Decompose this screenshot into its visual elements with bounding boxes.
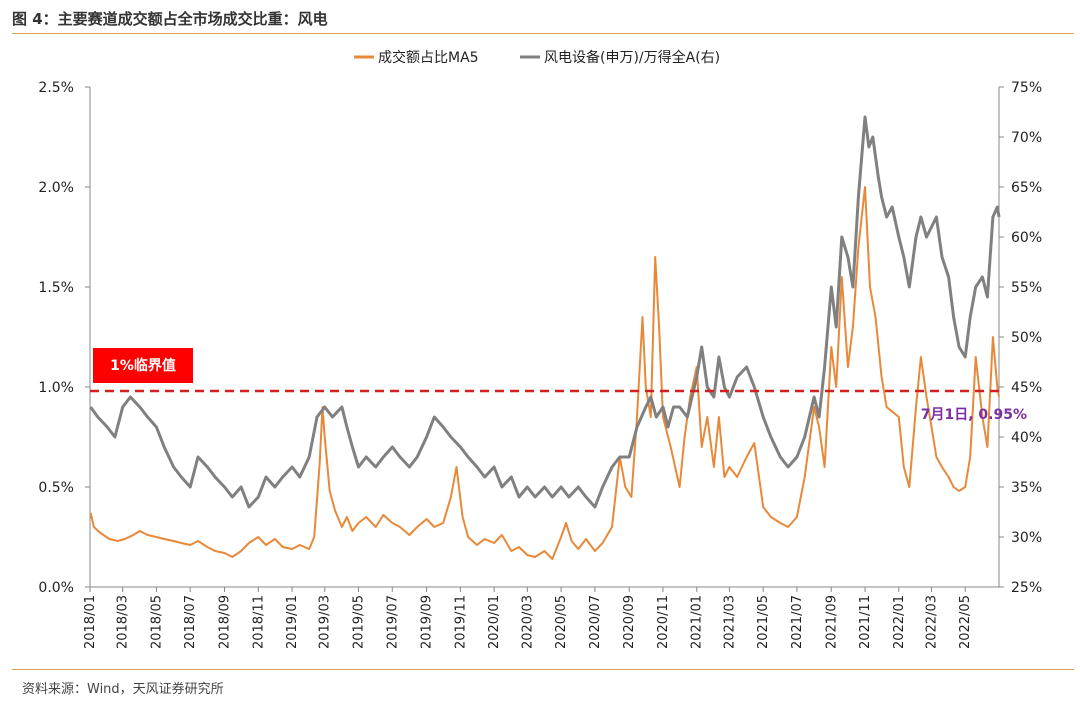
x-tick-label: 2018/11 <box>251 595 266 649</box>
threshold-badge <box>93 348 193 383</box>
figure-title: 图 4：主要赛道成交额占全市场成交比重：风电 <box>12 10 328 28</box>
x-tick-label: 2022/05 <box>958 595 973 649</box>
x-tick-label: 2019/09 <box>420 595 435 649</box>
left-tick-label: 1.5% <box>38 280 74 296</box>
right-tick-label: 50% <box>1011 330 1042 346</box>
right-tick-label: 65% <box>1011 180 1042 196</box>
x-tick-label: 2019/01 <box>285 595 300 649</box>
threshold-label: 1%临界值 <box>110 357 176 374</box>
series-line-ratio <box>89 115 1001 509</box>
right-tick-label: 40% <box>1011 430 1042 446</box>
x-tick-label: 2020/01 <box>487 595 502 649</box>
x-tick-label: 2021/05 <box>756 595 771 649</box>
x-tick-label: 2020/07 <box>588 595 603 649</box>
x-tick-label: 2018/09 <box>218 595 233 649</box>
left-tick-label: 0.0% <box>38 580 74 596</box>
x-tick-label: 2019/05 <box>351 595 366 649</box>
right-tick-label: 35% <box>1011 480 1042 496</box>
x-tick-label: 2020/11 <box>656 595 671 649</box>
series-layer <box>89 115 1001 560</box>
x-tick-label: 2019/11 <box>453 595 468 649</box>
left-tick-label: 2.5% <box>38 80 74 96</box>
legend-label-ratio: 风电设备(申万)/万得全A(右) <box>544 49 720 66</box>
right-tick-label: 60% <box>1011 230 1042 246</box>
overlay-layer: 1%临界值 7月1日, 0.95% <box>93 348 1027 423</box>
legend: 成交额占比MA5 风电设备(申万)/万得全A(右) <box>354 49 720 66</box>
axes: 0.0% 0.5% 1.0% 1.5% 2.0% 2.5% 25% 30% 35% 40% 45% 5… <box>38 80 1042 649</box>
x-tick-label: 2018/03 <box>116 595 131 649</box>
right-tick-label: 30% <box>1011 530 1042 546</box>
legend-label-ma5: 成交额占比MA5 <box>378 49 479 66</box>
x-tick-label: 2020/09 <box>622 595 637 649</box>
x-tick-label: 2018/07 <box>183 595 198 649</box>
right-tick-label: 55% <box>1011 280 1042 296</box>
x-tick-label: 2020/05 <box>554 595 569 649</box>
right-tick-label: 45% <box>1011 380 1042 396</box>
x-tick-label: 2021/11 <box>858 595 873 649</box>
x-tick-label: 2021/01 <box>690 595 705 649</box>
right-tick-label: 25% <box>1011 580 1042 596</box>
x-tick-label: 2021/07 <box>790 595 805 649</box>
x-tick-label: 2019/03 <box>318 595 333 649</box>
x-tick-label: 2022/03 <box>924 595 939 649</box>
x-tick-label: 2021/03 <box>722 595 737 649</box>
source-note: 资料来源：Wind，天风证券研究所 <box>22 682 224 697</box>
series-line-ma5 <box>89 186 1000 560</box>
x-tick-label: 2019/07 <box>385 595 400 649</box>
x-tick-label: 2018/01 <box>83 595 98 649</box>
left-tick-label: 1.0% <box>38 380 74 396</box>
x-tick-label: 2022/01 <box>892 595 907 649</box>
top-rule <box>12 33 1074 34</box>
bottom-rule <box>12 669 1074 670</box>
x-tick-label: 2021/09 <box>824 595 839 649</box>
left-tick-label: 0.5% <box>38 480 74 496</box>
right-tick-label: 70% <box>1011 130 1042 146</box>
annotation-label: 7月1日, 0.95% <box>921 407 1027 423</box>
right-tick-label: 75% <box>1011 80 1042 96</box>
left-tick-label: 2.0% <box>38 180 74 196</box>
x-tick-label: 2018/05 <box>149 595 164 649</box>
x-tick-label: 2020/03 <box>520 595 535 649</box>
